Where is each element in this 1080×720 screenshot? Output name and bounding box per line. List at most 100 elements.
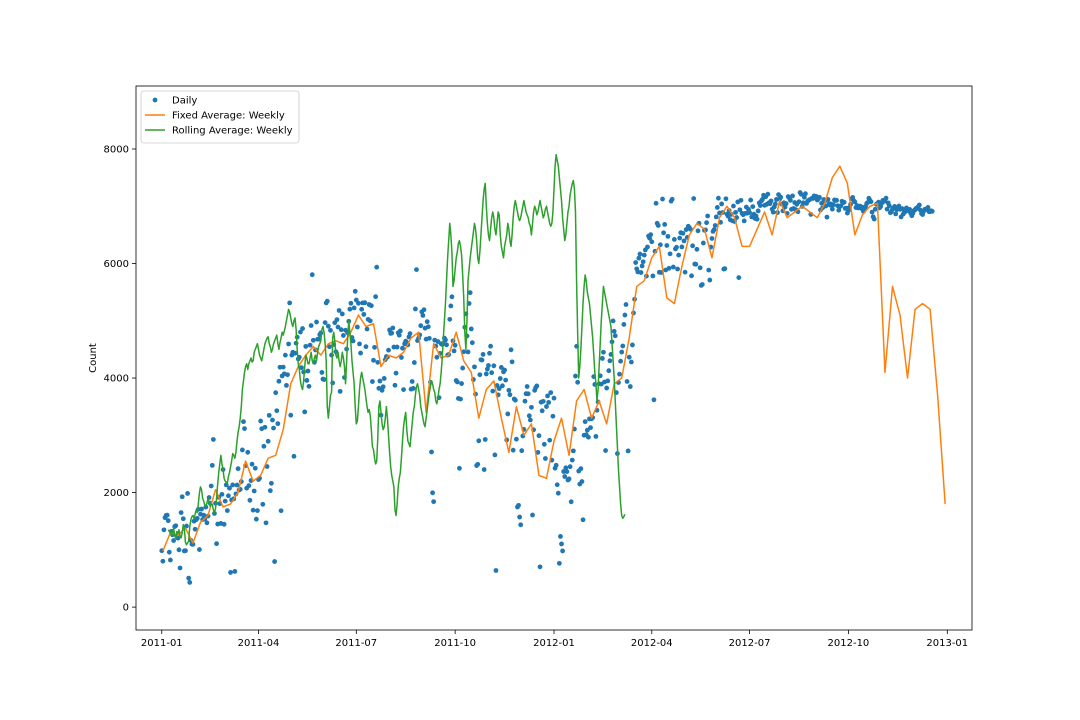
daily-point bbox=[275, 421, 281, 427]
daily-point bbox=[272, 559, 278, 564]
daily-point bbox=[424, 319, 430, 325]
daily-point bbox=[420, 313, 426, 318]
daily-point bbox=[579, 479, 585, 484]
daily-point bbox=[334, 317, 340, 323]
daily-point bbox=[691, 196, 697, 201]
daily-point bbox=[498, 365, 504, 370]
daily-point bbox=[177, 565, 183, 571]
daily-point bbox=[539, 408, 545, 414]
daily-point bbox=[371, 357, 376, 363]
daily-point bbox=[709, 236, 715, 241]
daily-point bbox=[199, 506, 204, 512]
daily-point bbox=[537, 564, 543, 570]
daily-point bbox=[517, 514, 523, 520]
daily-point bbox=[625, 448, 631, 454]
daily-point bbox=[545, 393, 550, 399]
daily-point bbox=[232, 569, 238, 574]
daily-point bbox=[757, 203, 763, 208]
daily-point bbox=[486, 363, 491, 368]
daily-point bbox=[707, 277, 713, 283]
daily-point bbox=[434, 354, 440, 360]
daily-point bbox=[273, 390, 279, 396]
daily-point bbox=[180, 516, 186, 522]
daily-point bbox=[282, 352, 288, 358]
daily-point bbox=[359, 306, 365, 312]
daily-point bbox=[160, 558, 166, 564]
daily-point bbox=[228, 570, 233, 575]
daily-point bbox=[397, 328, 403, 334]
daily-series bbox=[159, 190, 935, 585]
daily-point bbox=[179, 494, 185, 500]
daily-point bbox=[197, 547, 202, 552]
daily-point bbox=[267, 488, 273, 494]
daily-point bbox=[772, 201, 778, 207]
daily-point bbox=[680, 230, 686, 236]
daily-point bbox=[770, 209, 776, 215]
daily-point bbox=[628, 359, 634, 365]
daily-point bbox=[540, 398, 546, 404]
daily-point bbox=[247, 497, 253, 503]
daily-point bbox=[558, 534, 563, 539]
daily-point bbox=[304, 378, 310, 383]
daily-point bbox=[321, 377, 327, 382]
x-tick-label: 2012-10 bbox=[828, 638, 870, 649]
daily-point bbox=[497, 376, 503, 381]
daily-point bbox=[222, 498, 228, 504]
daily-point bbox=[373, 294, 379, 300]
daily-point bbox=[603, 448, 608, 453]
daily-point bbox=[264, 464, 270, 469]
daily-point bbox=[841, 199, 847, 205]
daily-point bbox=[886, 203, 892, 209]
daily-point bbox=[165, 518, 171, 524]
daily-point bbox=[386, 347, 391, 353]
daily-point bbox=[412, 306, 418, 312]
y-tick-label: 2000 bbox=[104, 488, 129, 499]
daily-point bbox=[362, 300, 368, 306]
daily-point bbox=[611, 328, 617, 334]
daily-point bbox=[760, 196, 765, 202]
daily-point bbox=[255, 508, 260, 514]
x-tick-label: 2013-01 bbox=[926, 638, 968, 649]
daily-point bbox=[314, 319, 319, 325]
daily-point bbox=[535, 449, 541, 455]
y-tick-label: 0 bbox=[123, 603, 129, 614]
daily-point bbox=[465, 349, 471, 355]
daily-point bbox=[184, 523, 189, 529]
daily-point bbox=[765, 191, 771, 197]
daily-point bbox=[164, 512, 170, 518]
daily-point bbox=[227, 485, 232, 491]
daily-point bbox=[554, 482, 560, 488]
daily-point bbox=[340, 333, 346, 338]
daily-point bbox=[526, 413, 532, 419]
fixed-average-line bbox=[162, 165, 946, 552]
daily-point bbox=[693, 261, 699, 267]
daily-point bbox=[390, 325, 396, 331]
daily-point bbox=[270, 417, 275, 423]
daily-point bbox=[640, 259, 646, 265]
daily-point bbox=[266, 412, 272, 418]
daily-point bbox=[488, 343, 493, 349]
daily-point bbox=[676, 252, 682, 258]
daily-point bbox=[377, 378, 383, 384]
daily-point bbox=[714, 205, 720, 210]
daily-point bbox=[883, 195, 889, 201]
daily-point bbox=[651, 397, 657, 403]
daily-point bbox=[700, 240, 706, 246]
daily-point bbox=[582, 419, 588, 425]
daily-point bbox=[493, 568, 499, 573]
daily-point bbox=[716, 195, 721, 201]
daily-point bbox=[410, 386, 416, 391]
daily-point bbox=[350, 338, 356, 344]
daily-point bbox=[245, 449, 251, 455]
daily-point bbox=[699, 282, 705, 287]
daily-point bbox=[871, 216, 877, 222]
daily-point bbox=[534, 383, 540, 389]
daily-point bbox=[541, 441, 547, 447]
daily-point bbox=[363, 344, 369, 350]
daily-point bbox=[354, 324, 360, 330]
daily-point bbox=[669, 196, 675, 202]
daily-point bbox=[655, 223, 661, 228]
daily-point bbox=[361, 311, 367, 317]
legend-label: Fixed Average: Weekly bbox=[172, 111, 285, 122]
daily-point bbox=[221, 521, 227, 527]
